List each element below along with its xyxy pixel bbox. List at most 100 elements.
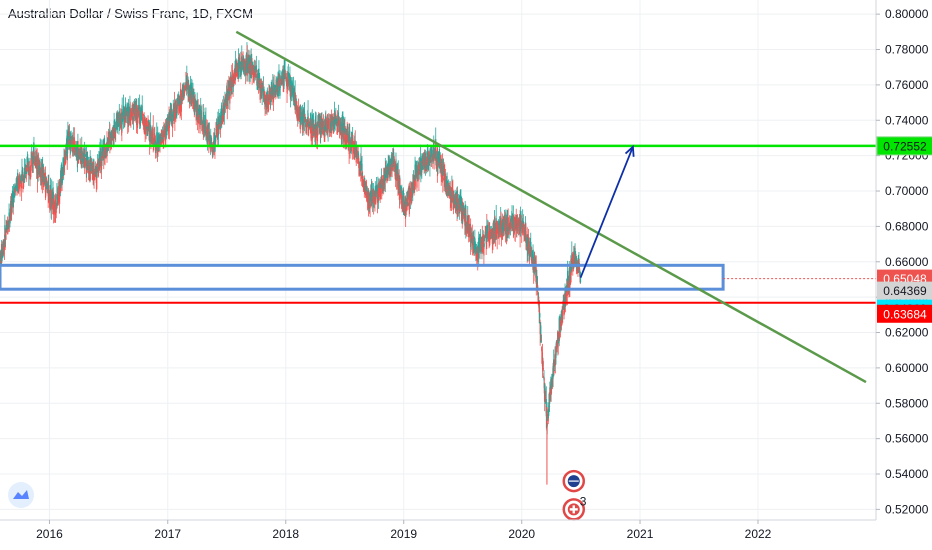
candle-body [479, 234, 481, 244]
candle-body [15, 189, 17, 192]
candle-body [21, 186, 23, 188]
candle-body [380, 183, 382, 188]
candle-body [215, 135, 217, 142]
candle-body [106, 148, 108, 153]
candle-body [91, 171, 94, 180]
candle-body [483, 243, 485, 247]
candle-body [503, 221, 505, 227]
candle-body [5, 228, 7, 234]
candle-body [523, 227, 525, 234]
candle-body [342, 123, 344, 127]
projection-arrow-head [624, 144, 635, 157]
candle-body [152, 128, 154, 147]
candle-body [76, 141, 79, 160]
candle-body [180, 102, 182, 112]
candle-body [77, 145, 79, 155]
candle-body [245, 55, 247, 69]
candle-body [414, 180, 416, 187]
candle-body [123, 107, 125, 113]
candle-body [244, 61, 246, 65]
swiss-flag-event-icon[interactable]: 3 [562, 494, 587, 521]
candle-body [400, 186, 402, 192]
candle-body [222, 110, 224, 122]
candle-body [334, 117, 337, 124]
candle-body [256, 74, 258, 78]
candle-body [110, 137, 112, 148]
candle-body [453, 199, 456, 205]
candle-body [386, 176, 388, 183]
candle-body [49, 197, 51, 210]
candle-body [217, 116, 219, 129]
candle-body [114, 128, 116, 130]
candle-body [564, 287, 566, 295]
candle-body [109, 133, 111, 144]
candle-body [160, 134, 162, 137]
tradingview-logo-icon[interactable] [8, 482, 34, 508]
candle-body [440, 175, 443, 177]
candle-body [315, 123, 317, 128]
candle-body [255, 65, 257, 70]
candle-body [535, 268, 537, 284]
y-tick-label: 0.56000 [885, 432, 929, 446]
australia-flag-icon[interactable] [562, 469, 586, 493]
candle-body [439, 156, 441, 166]
candle-body [532, 256, 534, 259]
candle-body [213, 140, 215, 143]
candle-body [107, 138, 109, 145]
candle-body [444, 179, 446, 184]
candle-body [105, 149, 107, 151]
candle-body [430, 159, 433, 162]
candle-body [574, 247, 576, 253]
candle-body [475, 246, 478, 256]
candle-body [465, 215, 467, 223]
candle-body [486, 225, 488, 234]
candle-body [282, 72, 284, 77]
candle-body [545, 395, 547, 402]
candle-body [428, 154, 430, 157]
candle-body [199, 114, 201, 130]
candle-body [426, 151, 428, 158]
candle-body [272, 91, 275, 103]
candle-body [98, 154, 100, 162]
candle-body [480, 244, 482, 253]
candle-body [229, 91, 231, 96]
candle-body [331, 121, 333, 123]
candle-body [432, 145, 435, 157]
candle-body [528, 248, 531, 257]
candle-body [487, 232, 490, 236]
candle-body [429, 159, 431, 161]
candle-body [489, 236, 491, 240]
candle-body [487, 224, 489, 237]
candle-body [162, 132, 164, 138]
candle-body [142, 114, 144, 116]
candle-body [261, 87, 263, 99]
y-tick-label: 0.62000 [885, 326, 929, 340]
candle-body [442, 165, 445, 168]
candle-body [203, 120, 205, 127]
candle-body [45, 187, 47, 193]
support-price-tag: 0.63684 [877, 304, 932, 323]
candle-body [354, 140, 356, 146]
candle-body [42, 180, 44, 185]
candle-body [257, 73, 259, 78]
candle-body [193, 95, 195, 102]
candle-body [518, 218, 520, 225]
candle-body [176, 105, 179, 107]
candle-body [475, 248, 477, 253]
candle-body [28, 166, 31, 170]
candle-body [374, 191, 376, 205]
candle-body [560, 317, 563, 326]
candle-body [221, 119, 223, 124]
candle-body [140, 115, 142, 123]
candle-body [30, 164, 32, 166]
candle-body [33, 151, 35, 163]
candle-body [452, 188, 454, 196]
candle-body [219, 125, 221, 127]
candle-body [559, 320, 562, 329]
candle-body [183, 87, 185, 91]
candle-body [343, 130, 345, 143]
candle-body [80, 153, 82, 159]
candle-body [85, 154, 87, 157]
candle-body [99, 151, 101, 167]
